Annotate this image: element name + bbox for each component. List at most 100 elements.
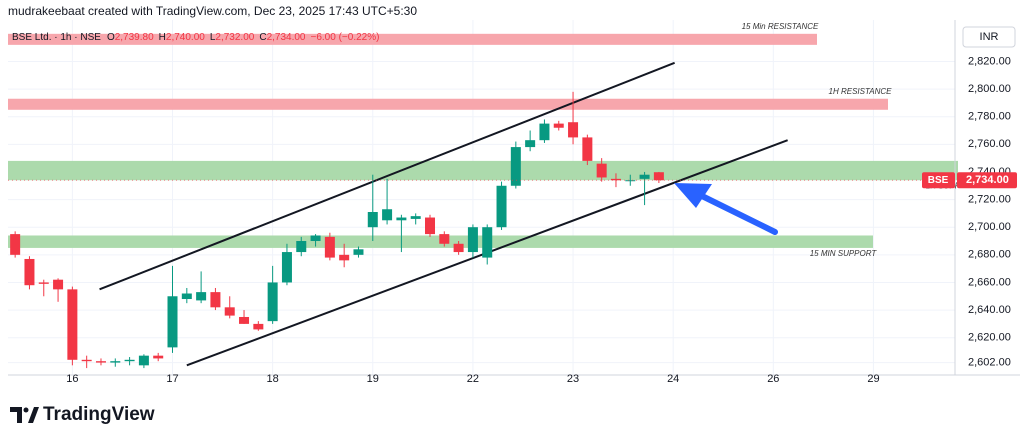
y-tick-label: 2,680.00	[968, 249, 1011, 261]
x-tick-label: 16	[66, 373, 78, 385]
candle-body	[181, 293, 192, 300]
y-tick-label: 2,660.00	[968, 276, 1011, 288]
candle-body	[95, 361, 106, 363]
y-tick-label: 2,780.00	[968, 111, 1011, 123]
candle-body	[38, 282, 49, 284]
legend-item: 2,734.00	[267, 32, 306, 43]
candle-body	[425, 217, 436, 235]
candle-body	[625, 180, 636, 182]
last-price-label: 2,734.00	[966, 174, 1009, 186]
logo-mark	[28, 407, 39, 423]
candle-body	[553, 123, 564, 128]
zone-label: 15 Min RESISTANCE	[742, 22, 819, 31]
y-tick-label: 2,620.00	[968, 332, 1011, 344]
candle-body	[10, 234, 21, 255]
zone-label: 15 MIN SUPPORT	[810, 249, 878, 258]
candle-body	[410, 216, 421, 219]
x-tick-label: 24	[667, 373, 679, 385]
y-tick-label: 2,602.00	[968, 356, 1011, 368]
candle-body	[24, 258, 35, 286]
zone	[8, 33, 817, 45]
logo-dot	[23, 407, 29, 413]
x-tick-label: 23	[567, 373, 579, 385]
candle-body	[596, 163, 607, 178]
candle-body	[639, 174, 650, 179]
trendline	[99, 61, 675, 291]
candle-body	[153, 355, 164, 359]
x-tick-label: 22	[467, 373, 479, 385]
candle-body	[138, 355, 149, 366]
x-tick-label: 18	[267, 373, 279, 385]
candle-body	[67, 289, 78, 360]
candle-body	[281, 252, 292, 283]
candle-body	[496, 185, 507, 228]
logo: TradingView	[10, 404, 155, 425]
legend-item: −6.00 (−0.22%)	[311, 32, 380, 43]
candle-body	[224, 307, 235, 316]
brand: TradingView	[43, 404, 155, 425]
currency: INR	[980, 31, 999, 43]
y-tick-label: 2,720.00	[968, 193, 1011, 205]
zone	[8, 98, 888, 110]
candle-body	[396, 217, 407, 221]
x-tick-label: 17	[166, 373, 178, 385]
zone-label: 1H RESISTANCE	[829, 87, 893, 96]
candle-body	[382, 209, 393, 221]
annotation-arrow	[674, 183, 778, 235]
candle-body	[124, 359, 135, 362]
y-tick-label: 2,820.00	[968, 55, 1011, 67]
candle-body	[353, 249, 364, 255]
symbol-legend: BSE Ltd. · 1h · NSE O2,739.80 H2,740.00 L2,…	[12, 32, 379, 43]
candle-body	[253, 323, 264, 330]
candle-body	[267, 282, 278, 322]
candle-body	[324, 236, 335, 258]
candle-body	[81, 359, 92, 362]
candle-body	[582, 137, 593, 161]
last-price-symbol-box	[922, 172, 955, 189]
candle-body	[339, 254, 350, 261]
currency-box[interactable]	[962, 26, 1016, 48]
legend-item: H	[159, 32, 166, 43]
candle-body	[53, 279, 64, 290]
y-tick-label: 2,640.00	[968, 304, 1011, 316]
candle-body	[568, 122, 579, 138]
candle-body	[110, 361, 121, 363]
y-tick-label: 2,700.00	[968, 221, 1011, 233]
y-tick-label: 2,760.00	[968, 138, 1011, 150]
last-price-tag	[957, 172, 1017, 189]
candle-body	[239, 316, 250, 324]
legend-item: 2,740.00	[166, 32, 205, 43]
candle-body	[482, 227, 493, 258]
candle-body	[167, 296, 178, 348]
x-tick-label: 29	[867, 373, 879, 385]
logo-mark	[10, 407, 22, 423]
candle-body	[196, 292, 207, 301]
candle-body	[539, 123, 550, 141]
x-tick-label: 26	[767, 373, 779, 385]
legend-item: 2,732.00	[215, 32, 254, 43]
legend-item: L	[210, 32, 216, 43]
y-tick-label: 2,800.00	[968, 83, 1011, 95]
candle-body	[525, 140, 536, 148]
candle-body	[210, 292, 221, 308]
legend-item: BSE Ltd. · 1h · NSE	[12, 32, 101, 43]
legend-item: O	[107, 32, 115, 43]
arrow-head	[674, 183, 712, 208]
candle-body	[467, 227, 478, 253]
x-tick-label: 19	[367, 373, 379, 385]
legend-item: C	[259, 32, 266, 43]
zone	[8, 160, 958, 181]
plot-area	[8, 20, 958, 375]
candle-body	[653, 172, 664, 181]
candle-body	[296, 241, 307, 253]
candle-body	[453, 243, 464, 253]
credit: mudrakeebaat created with TradingView.co…	[8, 4, 417, 18]
candle-body	[610, 178, 621, 181]
legend-item: 2,739.80	[115, 32, 154, 43]
candle-body	[510, 147, 521, 186]
arrow-shaft	[697, 192, 778, 235]
last-price-symbol: BSE	[928, 175, 949, 186]
candle-body	[367, 212, 378, 228]
candle-body	[310, 235, 321, 242]
